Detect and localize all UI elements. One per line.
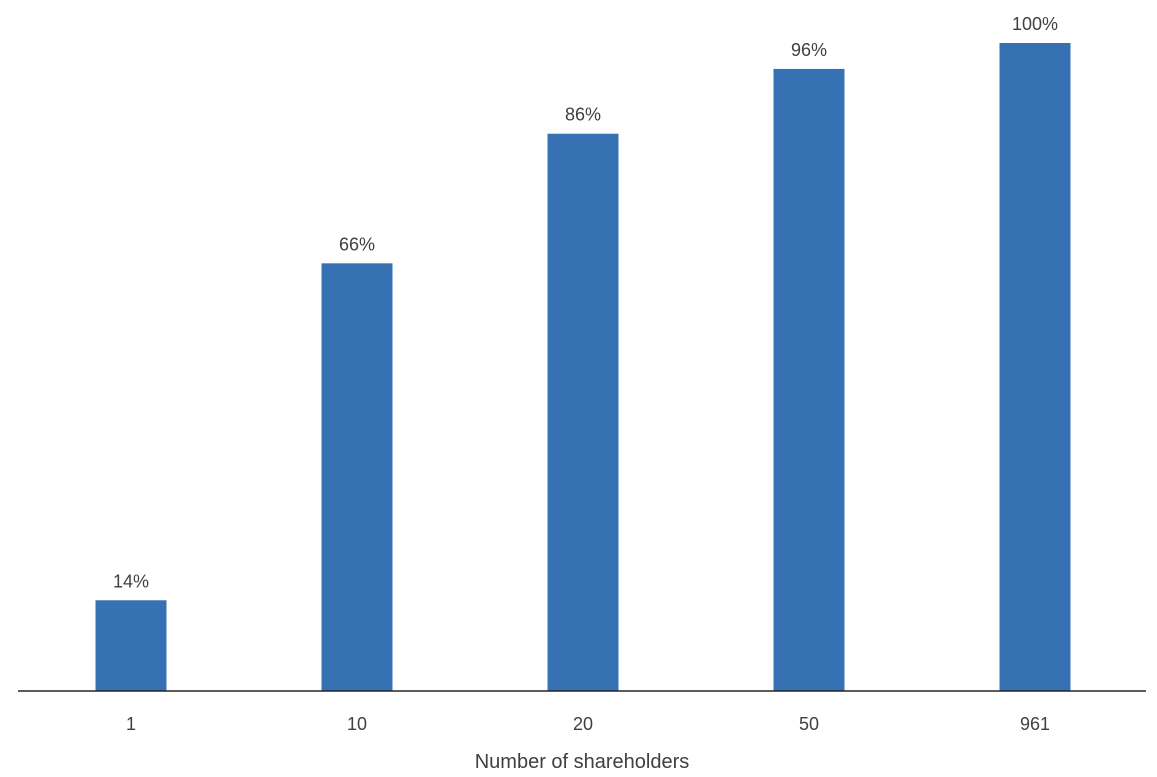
- bar-961: [999, 43, 1071, 691]
- x-axis-title: Number of shareholders: [475, 751, 690, 773]
- x-tick-label-10: 10: [347, 714, 367, 734]
- bars-group: [95, 43, 1071, 692]
- x-tick-label-50: 50: [799, 714, 819, 734]
- bar-1: [95, 600, 167, 691]
- bar-50: [773, 68, 845, 692]
- data-label-1: 14%: [113, 571, 149, 591]
- data-label-10: 66%: [339, 234, 375, 254]
- x-tick-label-20: 20: [573, 714, 593, 734]
- x-tick-labels-group: 1 10 20 50 961: [126, 714, 1050, 734]
- data-label-961: 100%: [1012, 14, 1058, 34]
- data-label-50: 96%: [791, 40, 827, 60]
- x-tick-label-1: 1: [126, 714, 136, 734]
- bar-20: [547, 133, 619, 692]
- data-labels-group: 14% 66% 86% 96% 100%: [113, 14, 1058, 591]
- x-tick-label-961: 961: [1020, 714, 1050, 734]
- data-label-20: 86%: [565, 105, 601, 125]
- bar-10: [321, 263, 393, 691]
